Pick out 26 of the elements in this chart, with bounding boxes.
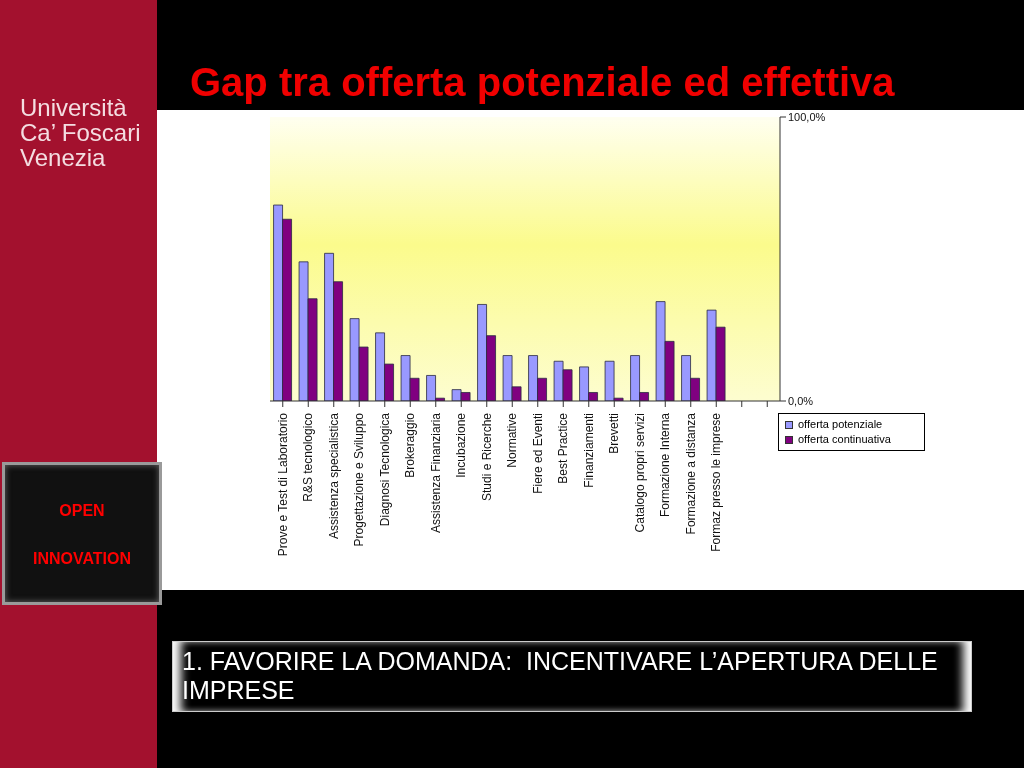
x-tick-label: Fiere ed Eventi <box>530 413 545 494</box>
x-tick-label: Normative <box>505 412 520 468</box>
legend-label: offerta continuativa <box>798 432 891 447</box>
x-tick-label: Incubazione <box>454 412 469 478</box>
x-tick-label: Best Practice <box>556 412 571 484</box>
text: OPEN INNOVATION <box>32 502 132 567</box>
x-tick-label: Assistenza Finanziaria <box>428 412 443 534</box>
x-tick-label: Prove e Test di Laboratorio <box>275 412 290 557</box>
x-tick-label: Studi e Ricerche <box>479 412 494 502</box>
x-tick-label: R&S tecnologico <box>301 412 316 502</box>
x-tick-label: Assistenza specialistica <box>326 412 341 540</box>
chart-title: Gap tra offerta potenziale ed effettiva <box>190 59 895 105</box>
text: Università Ca’ Foscari Venezia <box>20 94 142 171</box>
legend-label: offerta potenziale <box>798 417 883 432</box>
x-tick-label: Diagnosi Tecnologica <box>377 412 392 527</box>
x-tick-label: Progettazione e Sviluppo <box>352 412 367 547</box>
x-tick-label: Brevetti <box>607 413 622 454</box>
y-tick-label: 0,0% <box>788 394 814 407</box>
x-tick-label: Formazione a distanza <box>683 412 698 535</box>
x-tick-label: Finanziamenti <box>581 413 596 488</box>
x-tick-label: Formaz presso le imprese <box>709 412 724 552</box>
x-tick-label: Brokeraggio <box>403 412 418 478</box>
text: 1. FAVORIRE LA DOMANDA: INCENTIVARE L’APERTURA DELLE IMPRESE <box>172 641 972 712</box>
x-tick-label: Formazione Interna <box>658 412 673 518</box>
x-tick-label: Catalogo propri servizi <box>632 413 647 533</box>
y-tick-label: 100,0% <box>788 110 826 123</box>
